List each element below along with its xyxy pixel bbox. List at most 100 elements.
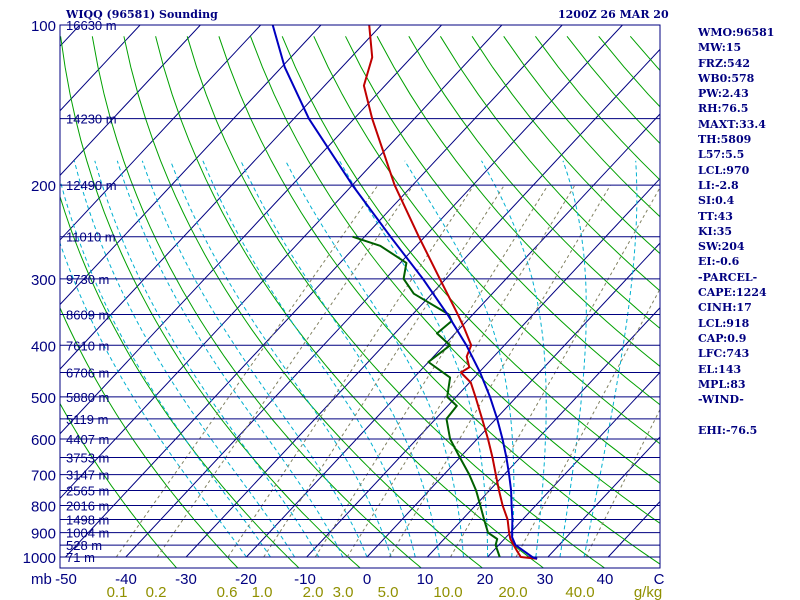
height-label: 7610 m [66, 338, 109, 353]
height-label: 3147 m [66, 468, 109, 483]
index-value: EI:-0.6 [698, 255, 740, 269]
isotherm-line [185, 48, 660, 558]
moist-adiabat-line [94, 160, 320, 558]
dry-adiabat-line [408, 36, 660, 330]
moist-adiabat-line [73, 160, 296, 558]
mixing-ratio-tick-label: 0.6 [217, 584, 238, 600]
mixing-ratio-tick-label: 0.1 [107, 584, 128, 600]
isotherm-line [426, 307, 660, 558]
height-label: 4407 m [66, 432, 109, 447]
height-label: 9730 m [66, 272, 109, 287]
pressure-tick-label: 300 [31, 272, 56, 289]
mixing-ratio-tick-label: 1.0 [252, 584, 273, 600]
height-label: 12490 m [66, 178, 117, 193]
dry-adiabat-line [60, 402, 178, 568]
mixing-ratio-line [450, 186, 660, 558]
chart-time: 1200Z 26 MAR 20 [558, 8, 669, 21]
isotherm-line [60, 25, 442, 435]
index-value: RH:76.5 [698, 102, 749, 116]
index-value: KI:35 [698, 224, 733, 238]
height-label: 11010 m [66, 230, 116, 245]
height-label: 8609 m [66, 307, 109, 322]
mixing-ratio-tick-label: 5.0 [378, 584, 399, 600]
index-value: SI:0.4 [698, 194, 735, 208]
moist-adiabat-line [116, 160, 344, 558]
temperature-profile-line [362, 25, 538, 560]
height-label: 71 m [66, 550, 95, 565]
index-value: SW:204 [698, 240, 745, 254]
pressure-tick-label: 1000 [23, 550, 56, 567]
index-value: MAXT:33.4 [698, 117, 766, 131]
height-label: 1004 m [66, 526, 109, 541]
parcel-profile-line [271, 25, 538, 560]
moist-adiabat-line [141, 160, 368, 558]
index-value: CAPE:1224 [698, 286, 767, 300]
dry-adiabat-line [60, 306, 239, 568]
height-label: 1498 m [66, 513, 109, 528]
isotherm-line [246, 113, 660, 558]
pressure-tick-label: 500 [31, 390, 56, 407]
index-value: WB0:578 [698, 71, 755, 85]
height-label: 5119 m [66, 412, 108, 427]
moist-adiabat-line [481, 160, 547, 558]
moist-adiabat-line [583, 160, 638, 558]
index-value: MPL:83 [698, 377, 746, 391]
height-label: 6706 m [66, 366, 109, 381]
dry-adiabat-line [155, 36, 545, 568]
isotherm-line [0, 25, 19, 557]
index-value: EHI:-76.5 [698, 423, 758, 437]
index-value: PW:2.43 [698, 87, 749, 101]
mixing-ratio-tick-label: 10.0 [433, 584, 462, 600]
height-label: 2016 m [66, 498, 109, 513]
indices-panel: WMO:96581 MW:15 FRZ:542 WB0:578 PW:2.43 RH:76… [698, 25, 798, 438]
pressure-tick-label: 900 [31, 526, 56, 543]
moist-adiabat-line [170, 160, 392, 558]
index-value: TT:43 [698, 209, 733, 223]
height-label: 14230 m [66, 112, 117, 127]
dry-adiabat-line [186, 36, 606, 568]
index-value: LCL:970 [698, 163, 750, 177]
dry-adiabat-line [218, 36, 660, 565]
pressure-tick-label: 600 [31, 432, 56, 449]
dewpoint-profile-line [352, 235, 501, 558]
dry-adiabat-line [123, 36, 484, 568]
index-value: -PARCEL- [698, 270, 758, 284]
temperature-tick-label: 20 [477, 571, 494, 588]
index-value: CINH:17 [698, 301, 752, 315]
index-value: FRZ:542 [698, 56, 751, 70]
dry-adiabat-line [281, 36, 660, 484]
temperature-tick-label: -10 [294, 571, 316, 588]
temperature-tick-label: 30 [537, 571, 554, 588]
dry-adiabat-line [376, 36, 660, 368]
index-value: LI:-2.8 [698, 178, 739, 192]
temperature-tick-label: 10 [417, 571, 434, 588]
isotherm-line [60, 25, 262, 241]
index-value: WMO:96581 [698, 26, 775, 39]
moist-adiabat-line [285, 160, 464, 558]
data-lines [271, 25, 538, 560]
dry-adiabat-line [345, 36, 660, 406]
dry-adiabat-line [471, 36, 660, 255]
height-label: 528 m [66, 538, 102, 553]
height-label: 2565 m [66, 484, 109, 499]
mixing-ratio-line [115, 184, 379, 558]
isotherm-line [366, 242, 660, 558]
isotherm-line [60, 25, 322, 306]
index-value: EL:143 [698, 362, 742, 376]
temperature-tick-label: -40 [115, 571, 137, 588]
mixing-ratio-tick-label: 40.0 [565, 584, 594, 600]
index-value: CAP:0.9 [698, 331, 747, 345]
isotherm-line [487, 371, 660, 558]
temperature-tick-label: -30 [175, 571, 197, 588]
mixing-ratio-line [314, 184, 549, 558]
mixing-ratio-tick-label: 3.0 [333, 584, 354, 600]
isotherm-line [60, 25, 503, 500]
mixing-ratio-line [156, 184, 414, 558]
index-value [698, 407, 798, 422]
mixing-ratio-line [346, 184, 576, 558]
dry-adiabat-line [313, 36, 660, 445]
mixing-ratio-tick-label: 20.0 [498, 584, 527, 600]
temperature-tick-label: 0 [363, 571, 371, 588]
